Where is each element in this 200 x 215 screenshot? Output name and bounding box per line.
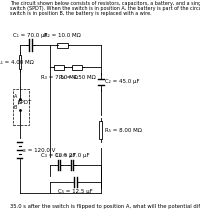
Text: The circuit shown below consists of resistors, capacitors, a battery, and a sing: The circuit shown below consists of resi… (10, 1, 200, 6)
Text: C₄ = 27.0 μF: C₄ = 27.0 μF (55, 153, 89, 158)
Text: C₅ = 12.5 μF: C₅ = 12.5 μF (58, 189, 93, 194)
Bar (54, 64, 64, 69)
Bar (13, 89, 29, 125)
Text: switch (SPDT). When the switch is in position A, the battery is part of the circ: switch (SPDT). When the switch is in pos… (10, 6, 200, 11)
Text: R₃ = 7.50 MΩ: R₃ = 7.50 MΩ (41, 75, 78, 80)
Text: R₁ = 4.00 MΩ: R₁ = 4.00 MΩ (0, 60, 33, 64)
Text: A: A (13, 94, 17, 99)
Text: R₅ = 8.00 MΩ: R₅ = 8.00 MΩ (105, 127, 141, 132)
Text: C₁ = 70.0 μF: C₁ = 70.0 μF (13, 33, 48, 38)
Text: R₂ = 10.0 MΩ: R₂ = 10.0 MΩ (44, 33, 81, 38)
Bar (57, 43, 68, 48)
Bar (72, 64, 82, 69)
Bar (19, 55, 21, 69)
Text: B: B (13, 105, 17, 110)
Text: C₂ = 45.0 μF: C₂ = 45.0 μF (105, 80, 139, 84)
Text: R₄ = 4.50 MΩ: R₄ = 4.50 MΩ (59, 75, 96, 80)
Bar (99, 121, 102, 139)
Text: ε = 120.0 V: ε = 120.0 V (23, 147, 56, 152)
Text: switch is in position B, the battery is replaced with a wire.: switch is in position B, the battery is … (10, 11, 151, 16)
Text: SPDT: SPDT (17, 100, 32, 106)
Text: C₃ = 10.5 μF: C₃ = 10.5 μF (41, 153, 76, 158)
Text: 35.0 s after the switch is flipped to position A, what will the potential differ: 35.0 s after the switch is flipped to po… (10, 204, 200, 209)
